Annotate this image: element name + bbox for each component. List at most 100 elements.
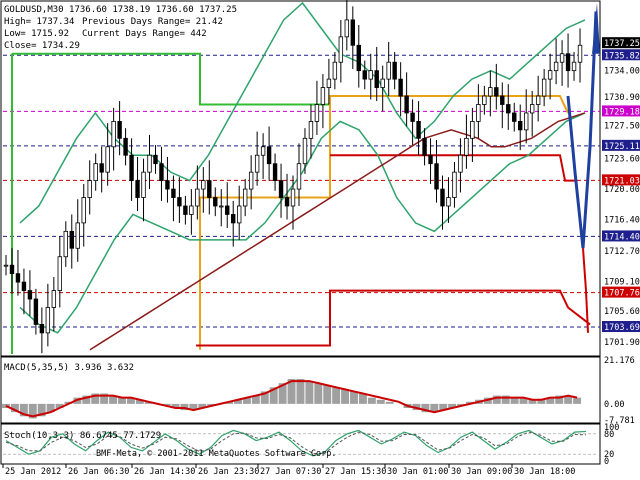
candle	[81, 197, 86, 224]
candle	[571, 61, 577, 72]
price-label-text: 1737.25	[604, 39, 640, 49]
candle	[386, 61, 391, 80]
stoch-tick-label: 20	[604, 450, 614, 460]
candle	[553, 61, 559, 72]
price-tick-label: 1723.60	[604, 155, 640, 165]
candle	[111, 121, 116, 148]
candle	[254, 154, 260, 173]
candle	[559, 53, 565, 63]
candle	[189, 205, 194, 215]
candle	[577, 44, 583, 63]
candle	[195, 188, 200, 207]
time-tick-label: 26 Jan 06:30	[68, 467, 129, 477]
candle	[428, 154, 433, 165]
price-axis: 1737.25 1735.82 1734.00 1730.90 1729.18 1727.…	[602, 37, 640, 348]
candle	[368, 70, 373, 80]
price-label-text: 1721.03	[604, 176, 640, 186]
candle	[356, 44, 361, 72]
candle	[332, 61, 338, 80]
price-tick-label: 1705.60	[604, 307, 640, 317]
candle	[105, 146, 110, 173]
candle	[242, 188, 248, 207]
bollinger-lower-line	[19, 112, 586, 334]
price-tick-label: 1716.40	[604, 216, 640, 226]
candle	[392, 61, 397, 80]
candle	[524, 112, 529, 131]
candle	[33, 298, 39, 325]
forecast-arrow-head	[592, 3, 600, 54]
candle	[147, 154, 152, 173]
candle	[135, 180, 140, 198]
stoch-tick-label: 0	[604, 457, 609, 467]
candle	[45, 307, 51, 334]
price-label-box	[602, 105, 640, 117]
time-tick-label: 30 Jan 18:00	[514, 467, 575, 477]
macd-tick-label: 0.00	[604, 400, 624, 410]
candle	[518, 121, 523, 131]
high-line: High= 1737.34	[4, 17, 74, 27]
candle	[464, 137, 469, 156]
candle	[183, 205, 188, 215]
time-axis: 25 Jan 2012 26 Jan 06:30 26 Jan 14:30 26 Ja…	[2, 464, 575, 477]
candle	[39, 323, 45, 334]
moving-average-line	[89, 112, 586, 351]
main-chart	[3, 0, 600, 354]
candle	[506, 104, 511, 114]
close-line: Close= 1734.29	[4, 41, 80, 51]
candle	[248, 171, 254, 190]
level-step	[330, 154, 575, 182]
time-tick-label: 27 Jan 07:30	[260, 467, 321, 477]
macd-title: MACD(5,35,5) 3.936 3.632	[4, 363, 134, 373]
price-label-box	[602, 37, 640, 49]
candle	[482, 95, 487, 105]
candle	[500, 95, 505, 105]
candle	[535, 95, 541, 105]
candle	[87, 180, 92, 198]
stoch-panel-frame	[0, 423, 601, 465]
candle	[93, 163, 98, 182]
candle	[296, 163, 302, 190]
candle	[3, 264, 9, 267]
macd-tick-label: 21.176	[604, 356, 635, 366]
candle	[290, 188, 296, 207]
candle	[141, 171, 146, 198]
candle	[344, 19, 350, 38]
candle	[440, 188, 445, 207]
candle	[529, 104, 535, 114]
candle	[404, 95, 409, 114]
candle	[547, 70, 553, 80]
candle	[153, 154, 158, 165]
candle	[207, 180, 212, 198]
price-tick-label: 1734.00	[604, 67, 640, 77]
candle	[512, 112, 517, 122]
candle	[476, 104, 481, 122]
candle	[284, 197, 290, 207]
candle	[380, 78, 385, 88]
price-label-text: 1707.76	[604, 289, 640, 299]
candle	[201, 180, 206, 190]
macd-signal-line	[5, 380, 578, 418]
candle	[57, 256, 63, 291]
time-tick-label: 25 Jan 2012	[5, 467, 61, 477]
price-label-box	[602, 230, 640, 242]
candle	[278, 180, 284, 198]
candle	[159, 163, 164, 182]
candle	[488, 87, 493, 97]
candle	[117, 121, 122, 139]
time-tick-label: 26 Jan 23:30	[198, 467, 259, 477]
candle	[308, 121, 314, 139]
stoch-tick-label: 100	[604, 423, 619, 433]
candle	[452, 171, 457, 198]
candle	[69, 230, 74, 249]
candle	[338, 36, 344, 63]
low-line: Low= 1715.92	[4, 29, 69, 39]
candle	[165, 180, 170, 190]
candle	[326, 78, 332, 88]
time-tick-label: 27 Jan 15:30	[325, 467, 386, 477]
current-days-range: Current Days Range= 442	[82, 29, 207, 39]
candle	[266, 146, 272, 165]
candle	[494, 87, 499, 97]
candle	[350, 19, 356, 46]
